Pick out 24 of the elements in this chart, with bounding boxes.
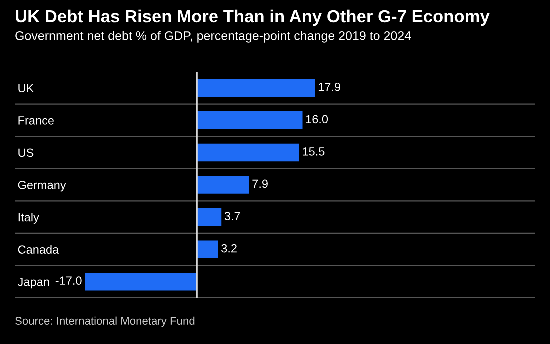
y-tick-label: UK <box>18 84 34 93</box>
bar <box>197 176 250 194</box>
bar <box>197 240 218 258</box>
y-tick-label: Japan <box>18 278 50 289</box>
data-label: 3.7 <box>224 212 240 220</box>
data-label: -17.0 <box>56 276 82 286</box>
y-tick-label: Italy <box>18 213 40 224</box>
y-tick-label: Germany <box>18 181 66 192</box>
bar <box>197 144 300 162</box>
bar <box>197 208 222 226</box>
y-tick-label: France <box>18 116 54 125</box>
data-label: 16.0 <box>306 115 328 124</box>
data-label: 7.9 <box>252 180 268 188</box>
data-label: 3.2 <box>222 244 237 253</box>
y-tick-label: Canada <box>18 245 60 254</box>
y-tick-label: US <box>18 148 34 158</box>
bar <box>85 272 198 291</box>
chart-title: UK Debt Has Risen More Than in Any Other G-7 Economy <box>16 10 490 26</box>
bar <box>197 79 316 98</box>
source-note: Source: International Monetary Fund <box>16 316 195 328</box>
bar <box>197 112 303 130</box>
chart-subtitle: Government net debt % of GDP, percentage-point change 2019 to 2024 <box>16 31 412 43</box>
data-label: 17.9 <box>318 82 340 92</box>
data-label: 15.5 <box>303 148 325 156</box>
